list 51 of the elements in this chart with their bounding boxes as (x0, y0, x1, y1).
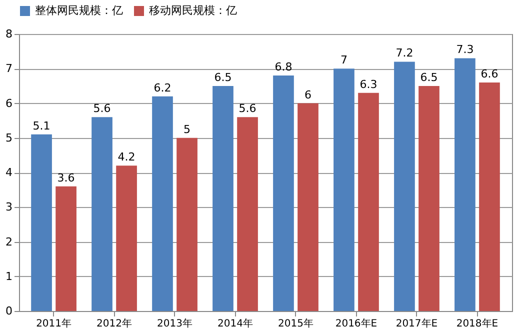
bar (31, 134, 52, 311)
y-tick-label: 2 (6, 235, 12, 248)
bar (237, 117, 258, 311)
legend-label: 移动网民规模：亿 (149, 4, 237, 17)
bar (358, 92, 379, 311)
data-label: 3.6 (57, 171, 75, 184)
data-label: 5.1 (32, 119, 50, 132)
data-label: 4.2 (118, 150, 136, 164)
y-tick-label: 3 (6, 200, 12, 214)
y-tick-label: 1 (6, 270, 12, 283)
data-label: 7.3 (456, 43, 474, 56)
x-tick-label: 2018年E (456, 318, 498, 330)
data-label: 6.8 (274, 60, 292, 74)
data-label: 7.2 (396, 46, 414, 60)
bar (454, 58, 476, 311)
y-tick-label: 7 (6, 62, 12, 76)
y-tick-label: 4 (6, 166, 12, 179)
bar (273, 76, 294, 311)
data-label: 6.5 (420, 70, 438, 84)
x-tick-label: 2013年 (157, 318, 192, 330)
data-label: 5.6 (238, 102, 256, 116)
bar (116, 166, 137, 311)
y-tick-label: 6 (6, 96, 12, 110)
y-tick-label: 5 (6, 131, 12, 144)
data-label: 5 (184, 122, 191, 136)
data-label: 5.6 (93, 102, 111, 116)
x-tick-label: 2012年 (96, 318, 132, 330)
bar (298, 103, 318, 311)
bar (394, 62, 415, 311)
data-label: 7 (340, 54, 348, 67)
bar (479, 82, 500, 311)
bar (212, 86, 234, 311)
x-tick-label: 2017年E (396, 318, 438, 330)
data-label: 6.3 (360, 78, 378, 91)
bar (334, 68, 354, 311)
x-tick-label: 2015年 (278, 318, 314, 330)
x-tick-label: 2011年 (36, 318, 72, 330)
bar (56, 186, 76, 311)
bar (176, 138, 198, 311)
bar (152, 96, 173, 311)
y-tick-label: 8 (6, 28, 12, 40)
data-label: 6 (304, 88, 312, 102)
x-tick-label: 2014年 (218, 318, 253, 330)
bar (418, 86, 440, 311)
bar (92, 117, 112, 311)
data-label: 6.2 (154, 81, 172, 94)
y-tick-label: 0 (6, 304, 12, 318)
legend-label: 整体网民规模：亿 (35, 4, 123, 17)
x-tick-label: 2016年E (335, 318, 378, 330)
data-label: 6.6 (480, 67, 498, 80)
data-label: 6.5 (214, 70, 232, 84)
